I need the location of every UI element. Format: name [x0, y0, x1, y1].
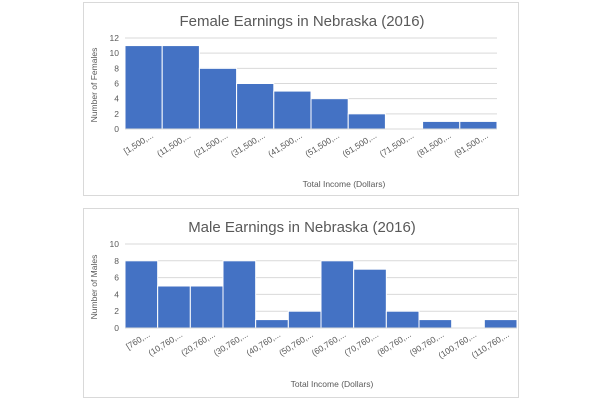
- bar: [255, 319, 289, 329]
- x-category-label: (50,760,...: [277, 329, 315, 358]
- x-category-label: [1,500,...: [122, 130, 155, 156]
- x-category-label: (60,760,...: [310, 329, 348, 358]
- x-category-label: (40,760,...: [244, 329, 282, 358]
- x-category-label: (51,500,...: [303, 130, 341, 159]
- bar: [385, 310, 420, 329]
- x-category-label: (110,760,...: [470, 329, 511, 360]
- bar: [483, 319, 518, 329]
- chart-title: Male Earnings in Nebraska (2016): [188, 219, 416, 236]
- y-tick-label: 12: [110, 33, 120, 43]
- male-earnings-chart: Male Earnings in Nebraska (2016) Number …: [83, 208, 519, 398]
- bar: [422, 120, 461, 130]
- bar: [418, 319, 453, 329]
- x-category-label: (20,760,...: [179, 329, 217, 358]
- y-tick-label: 6: [114, 273, 119, 283]
- x-category-label: (21,500,...: [192, 130, 230, 159]
- bar: [236, 83, 275, 130]
- bar: [320, 260, 355, 329]
- bar: [198, 67, 238, 130]
- bar: [161, 45, 200, 130]
- x-category-label: (11,500,...: [155, 130, 192, 158]
- y-tick-label: 0: [114, 124, 119, 134]
- y-tick-label: 10: [110, 48, 120, 58]
- bar: [124, 260, 159, 329]
- bar: [222, 260, 257, 329]
- bar: [310, 98, 349, 130]
- chart-title: Female Earnings in Nebraska (2016): [179, 13, 424, 30]
- y-tick-label: 10: [110, 239, 120, 249]
- y-axis-label: Number of Males: [89, 255, 99, 320]
- bar: [287, 310, 322, 329]
- bar: [459, 120, 498, 130]
- y-tick-label: 2: [114, 109, 119, 119]
- x-category-label: (10,760,...: [146, 329, 184, 358]
- x-category-label: (71,500,...: [378, 130, 416, 159]
- x-category-label: (70,760,...: [342, 329, 380, 358]
- bar: [189, 285, 224, 329]
- female-earnings-chart: Female Earnings in Nebraska (2016) Numbe…: [83, 2, 519, 196]
- y-tick-label: 4: [114, 289, 119, 299]
- bar: [157, 285, 191, 329]
- x-category-label: (30,760,...: [212, 329, 250, 358]
- y-tick-label: 6: [114, 79, 119, 89]
- x-category-label: (61,500,...: [341, 130, 379, 159]
- x-category-label: (91,500,...: [452, 130, 490, 159]
- y-tick-label: 0: [114, 323, 119, 333]
- x-category-label: (41,500,...: [266, 130, 304, 159]
- female-chart-svg: Female Earnings in Nebraska (2016) Numbe…: [89, 13, 498, 189]
- x-category-label: (80,760,...: [375, 329, 413, 358]
- x-axis-label: Total Income (Dollars): [303, 179, 386, 189]
- y-tick-label: 4: [114, 94, 119, 104]
- x-category-label: (31,500,...: [229, 130, 267, 159]
- bar: [273, 90, 312, 130]
- bar: [347, 113, 386, 130]
- y-tick-label: 8: [114, 256, 119, 266]
- male-chart-svg: Male Earnings in Nebraska (2016) Number …: [89, 219, 518, 389]
- x-axis-label: Total Income (Dollars): [291, 379, 374, 389]
- x-category-label: (81,500,...: [415, 130, 453, 159]
- bar: [124, 45, 163, 130]
- y-tick-label: 8: [114, 63, 119, 73]
- y-axis-label: Number of Females: [89, 48, 99, 123]
- bar: [353, 268, 387, 329]
- y-tick-label: 2: [114, 306, 119, 316]
